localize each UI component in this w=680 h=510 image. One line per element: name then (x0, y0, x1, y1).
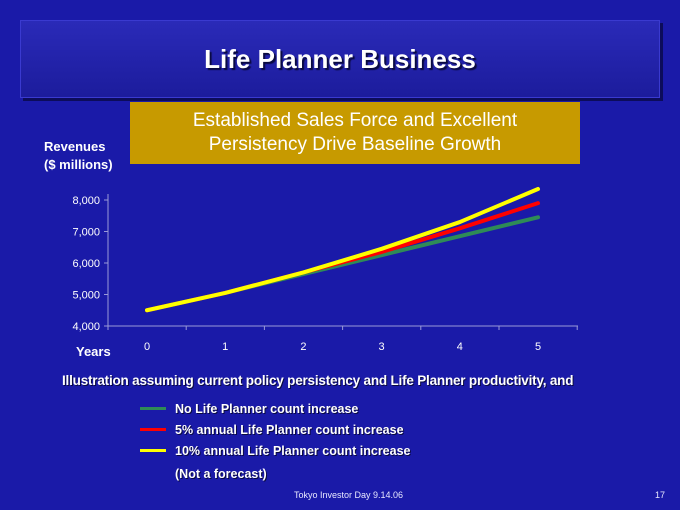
y-axis-label-line-2: ($ millions) (44, 157, 113, 172)
y-axis-label: Revenues ($ millions) (44, 138, 113, 174)
subtitle-box: Established Sales Force and Excellent Pe… (130, 102, 580, 164)
subtitle-line-2: Persistency Drive Baseline Growth (208, 134, 502, 155)
page-number: 17 (655, 490, 666, 500)
legend-label: 5% annual Life Planner count increase (175, 422, 404, 437)
x-tick-label: 3 (379, 341, 385, 353)
legend-swatch-green (140, 407, 166, 410)
series-line-2 (145, 186, 540, 313)
slide-title: Life Planner Business (204, 43, 476, 74)
y-tick-label: 6,000 (72, 258, 100, 270)
legend-swatch-yellow (140, 449, 166, 452)
x-tick-label: 5 (535, 341, 541, 353)
legend-item: 5% annual Life Planner count increase (140, 419, 411, 440)
title-bar: Life Planner Business (20, 20, 660, 98)
legend-swatch-red (140, 428, 166, 431)
series-line-1 (145, 201, 540, 313)
x-tick-label: 2 (300, 341, 306, 353)
footer-text: Tokyo Investor Day 9.14.06 (294, 490, 404, 500)
x-tick-label: 0 (144, 341, 150, 353)
y-tick-label: 4,000 (72, 321, 100, 333)
subtitle-line-1: Established Sales Force and Excellent (192, 110, 518, 131)
y-tick-label: 5,000 (72, 290, 100, 302)
legend-label: 10% annual Life Planner count increase (175, 443, 411, 458)
illustration-note: Illustration assuming current policy per… (62, 373, 574, 388)
legend-label: No Life Planner count increase (175, 401, 359, 416)
y-tick-label: 8,000 (72, 195, 100, 207)
y-tick-label: 7,000 (72, 227, 100, 239)
y-axis-label-line-1: Revenues (44, 139, 106, 154)
legend-item: 10% annual Life Planner count increase (140, 440, 411, 461)
x-tick-label: 4 (457, 341, 463, 353)
x-tick-label: 1 (222, 341, 228, 353)
legend-item: No Life Planner count increase (140, 398, 411, 419)
x-axis-label: Years (76, 344, 111, 359)
legend: No Life Planner count increase 5% annual… (140, 398, 411, 461)
disclaimer: (Not a forecast) (175, 467, 267, 481)
